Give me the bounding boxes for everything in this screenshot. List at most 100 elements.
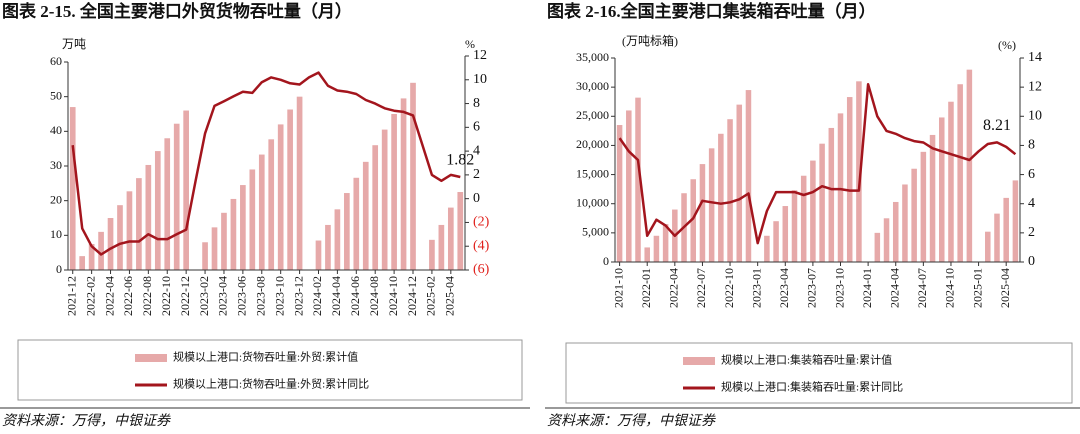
legend-swatch: [135, 354, 167, 362]
x-tick-label: 2021-12: [64, 276, 78, 316]
bar: [957, 84, 963, 262]
bar: [344, 193, 350, 270]
x-tick-label: 2023-08: [254, 276, 268, 316]
chart-title: 图表 2-16.全国主要港口集装箱吞吐量（月）: [547, 1, 876, 21]
bar: [268, 139, 275, 270]
x-tick-label: 2022-08: [140, 276, 154, 316]
bar: [846, 97, 853, 263]
data-label: 8.21: [983, 117, 1011, 134]
y2-tick-label: 8: [1028, 138, 1035, 153]
bar: [117, 205, 123, 270]
x-tick-label: 2024-04: [329, 276, 343, 316]
y-tick-label: 35,000: [576, 50, 609, 64]
x-tick-label: 2022-10: [159, 276, 173, 316]
bar: [791, 190, 798, 262]
x-tick-label: 2024-04: [887, 268, 901, 308]
y2-tick-label: 0: [1028, 254, 1035, 269]
bar: [136, 178, 142, 270]
bar: [221, 212, 227, 270]
legend-box: [17, 339, 523, 401]
x-tick-label: 2022-12: [178, 276, 192, 316]
bar: [736, 104, 743, 262]
bar: [1012, 180, 1019, 262]
legend-swatch: [683, 357, 715, 365]
bar: [79, 256, 86, 270]
bar: [447, 207, 454, 270]
y2-axis-label: %: [465, 37, 475, 51]
legend-box: [565, 342, 1073, 404]
y2-tick-label: 12: [1028, 79, 1042, 94]
x-tick-label: 2023-07: [805, 268, 819, 308]
bar: [334, 209, 341, 270]
legend-label: 规模以上港口:集装箱吞吐量:累计值: [721, 353, 892, 367]
legend-label: 规模以上港口:集装箱吞吐量:累计同比: [721, 380, 903, 394]
y2-tick-label: 0: [473, 191, 480, 206]
y2-tick-label: (4): [473, 238, 490, 253]
chart-title: 图表 2-15. 全国主要港口外贸货物吞吐量（月）: [2, 1, 352, 21]
bar: [230, 198, 237, 270]
source: 资料来源：万得，中银证券: [547, 413, 716, 429]
bar: [1003, 197, 1009, 262]
bar: [874, 232, 881, 262]
y-tick-label: 10: [50, 227, 62, 241]
y-tick-label: 0: [56, 262, 62, 276]
x-tick-label: 2023-12: [291, 276, 305, 316]
bar: [902, 184, 908, 262]
bar: [88, 244, 95, 270]
x-tick-label: 2024-06: [348, 276, 362, 316]
x-tick-label: 2025-01: [970, 268, 984, 308]
y-tick-label: 25,000: [576, 108, 609, 122]
bar: [391, 114, 397, 270]
bar: [98, 231, 104, 270]
y-tick-label: 20,000: [576, 137, 609, 151]
bar: [362, 161, 369, 270]
bar: [644, 247, 650, 262]
x-tick-label: 2025-02: [424, 276, 438, 316]
x-tick-label: 2022-04: [102, 276, 116, 316]
y2-tick-label: (6): [473, 262, 490, 277]
y-axis-label: (万吨标箱): [622, 33, 678, 48]
source: 资料来源：万得，中银证券: [2, 413, 171, 429]
y2-tick-label: 2: [1028, 225, 1035, 240]
bar: [819, 143, 825, 262]
x-tick-label: 2024-01: [860, 268, 874, 308]
y2-tick-label: 14: [1028, 50, 1042, 65]
line: [71, 71, 461, 256]
x-tick-label: 2023-10: [832, 268, 846, 308]
bar: [154, 151, 161, 270]
x-tick-label: 2023-04: [777, 268, 791, 308]
bar: [911, 168, 917, 262]
bar: [410, 82, 416, 270]
y2-tick-label: 6: [473, 120, 480, 135]
y-tick-label: 60: [50, 54, 62, 68]
y2-tick-label: 6: [1028, 167, 1035, 182]
x-tick-label: 2022-06: [121, 276, 135, 316]
y-tick-label: 0: [603, 254, 609, 268]
bar: [994, 213, 1000, 262]
x-tick-label: 2024-10: [943, 268, 957, 308]
y2-tick-label: 2: [473, 167, 480, 182]
x-tick-label: 2022-10: [722, 268, 736, 308]
bar: [202, 242, 208, 270]
y2-tick-label: 4: [473, 143, 480, 158]
bar: [616, 125, 623, 263]
x-tick-label: 2023-04: [216, 276, 230, 316]
bar: [183, 110, 189, 271]
bar: [718, 133, 724, 262]
x-tick-label: 2023-10: [272, 276, 286, 316]
bar: [745, 90, 752, 262]
x-tick-label: 2022-01: [639, 268, 653, 308]
bar: [296, 96, 303, 271]
bar: [287, 109, 293, 270]
bar: [764, 235, 770, 262]
y-tick-label: 50: [50, 88, 62, 102]
bar: [372, 145, 379, 270]
y2-tick-label: 10: [473, 72, 487, 87]
bar: [457, 192, 464, 270]
bar: [258, 154, 265, 270]
bar: [985, 231, 991, 262]
y-tick-label: 20: [50, 192, 62, 206]
bar: [429, 239, 435, 270]
y-tick-label: 15,000: [576, 166, 609, 180]
x-tick-label: 2022-04: [667, 268, 681, 308]
